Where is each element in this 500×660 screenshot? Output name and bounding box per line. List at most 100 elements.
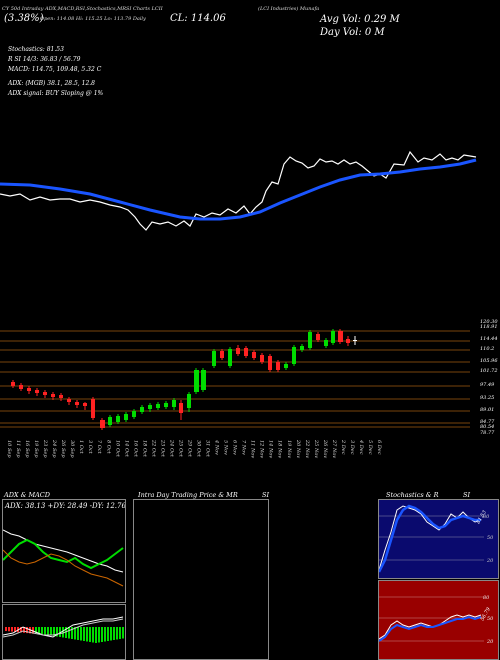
macd-bar	[35, 627, 37, 633]
price-level-label: 78.77	[480, 430, 495, 436]
macd-panel	[2, 604, 126, 660]
price-level-label: 101.72	[480, 368, 498, 374]
date-label: 3 Dec	[349, 440, 355, 455]
stoch-tick-80: 80	[483, 514, 490, 520]
candle	[124, 412, 128, 422]
candle	[148, 403, 152, 412]
date-axis: 10 Sep 11 Sep 16 Sep 19 Sep 23 Sep 24 Sep 26 S…	[6, 439, 382, 458]
macd-bar	[104, 627, 106, 642]
candle	[19, 383, 23, 391]
candle	[156, 402, 160, 410]
date-label: 14 Nov	[268, 440, 274, 458]
rsi-tick-20: 20	[486, 639, 494, 645]
candle	[164, 401, 168, 409]
date-label: 29 Oct	[186, 439, 192, 458]
macd-bar	[11, 627, 13, 632]
macd-bar	[5, 627, 7, 631]
macd-bar	[113, 627, 115, 640]
macd-bar	[101, 627, 103, 642]
candle	[324, 338, 328, 348]
macd-histogram	[3, 616, 124, 643]
stoch-tick-50: 50	[487, 535, 494, 541]
macd-bar	[107, 627, 109, 641]
avg-volume: Avg Vol: 0.29 M	[320, 14, 400, 25]
price-level-label: 89.01	[480, 407, 494, 413]
macd-bar	[32, 627, 34, 634]
candle	[132, 409, 136, 419]
candle	[260, 353, 264, 364]
macd-bar	[98, 627, 100, 643]
candle	[212, 349, 216, 368]
macd-bar	[26, 627, 28, 634]
date-label: 8 Oct	[105, 440, 111, 455]
date-label: 19 Sep	[33, 440, 39, 458]
macd-bar	[80, 627, 82, 641]
ohlc-readout: Open: 114.08 Hi: 115.25 Lo: 113.79 Daily	[40, 16, 146, 22]
candle	[201, 368, 206, 392]
date-label: 4 Nov	[214, 439, 220, 455]
candle	[179, 400, 183, 420]
candle	[59, 393, 63, 401]
date-label: 16 Oct	[132, 440, 138, 458]
date-label: 11 Sep	[15, 440, 21, 458]
date-label: 30 Oct	[196, 440, 202, 458]
macd-bar	[92, 627, 94, 643]
date-label: 19 Nov	[286, 440, 292, 458]
candle	[116, 414, 120, 424]
stoch-panel: 80 50 20 81.53	[378, 499, 499, 579]
date-label: 31 Oct	[205, 440, 211, 458]
price-level-label: 97.49	[480, 382, 495, 388]
date-label: 27 Nov	[331, 439, 337, 458]
price-level-label: 93.25	[480, 395, 494, 401]
candle	[91, 397, 95, 420]
price-level-label: 84.77	[480, 419, 495, 425]
price-line	[0, 150, 477, 231]
rsi-readout: R SI 14/3: 36.83 / 56.79	[8, 56, 81, 63]
stoch-panel-title: Stochastics & R	[386, 491, 439, 499]
date-label: 26 Nov	[322, 439, 328, 458]
candle	[353, 336, 357, 345]
candle	[308, 330, 312, 350]
candle	[194, 368, 199, 394]
date-label: 7 Nov	[241, 440, 247, 455]
date-label: 5 Nov	[223, 440, 229, 455]
day-volume: Day Vol: 0 M	[320, 27, 385, 38]
candle	[292, 345, 296, 366]
candle	[268, 354, 272, 372]
candle	[220, 349, 224, 360]
candle	[35, 388, 39, 396]
macd-bar	[89, 627, 91, 642]
candle	[316, 332, 320, 342]
date-label: 11 Nov	[250, 440, 256, 458]
macd-bar	[83, 627, 85, 641]
rsi-tick-50: 50	[487, 616, 494, 622]
candlesticks	[11, 329, 357, 430]
candle	[172, 398, 176, 410]
candle	[187, 392, 191, 412]
price-level-label: 118.91	[480, 324, 498, 330]
macd-bar	[20, 627, 22, 633]
change-percent: (3.38%)	[4, 13, 44, 24]
macd-bar	[86, 627, 88, 642]
price-level-label: 110.2	[480, 346, 494, 352]
date-label: 4 Dec	[358, 439, 364, 455]
macd-bar	[95, 627, 97, 643]
candle	[228, 347, 232, 368]
macd-bar	[50, 627, 52, 636]
date-label: 24 Sep	[51, 439, 57, 458]
stochastics-readout: Stochastics: 81.53	[8, 46, 64, 53]
macd-bar	[59, 627, 61, 637]
macd-bar	[122, 627, 124, 639]
date-label: 6 Nov	[232, 440, 238, 455]
date-label: 12 Nov	[259, 440, 265, 458]
date-label: 23 Sep	[42, 439, 48, 458]
date-label: 5 Dec	[367, 440, 373, 455]
candle	[83, 402, 87, 410]
date-label: 20 Nov	[295, 439, 301, 458]
candle	[140, 405, 144, 414]
intraday-panel-title-suffix: SI	[262, 491, 270, 499]
macd-bar	[116, 627, 118, 640]
candle	[300, 344, 304, 352]
macd-bar	[53, 627, 55, 636]
candle	[331, 329, 335, 345]
